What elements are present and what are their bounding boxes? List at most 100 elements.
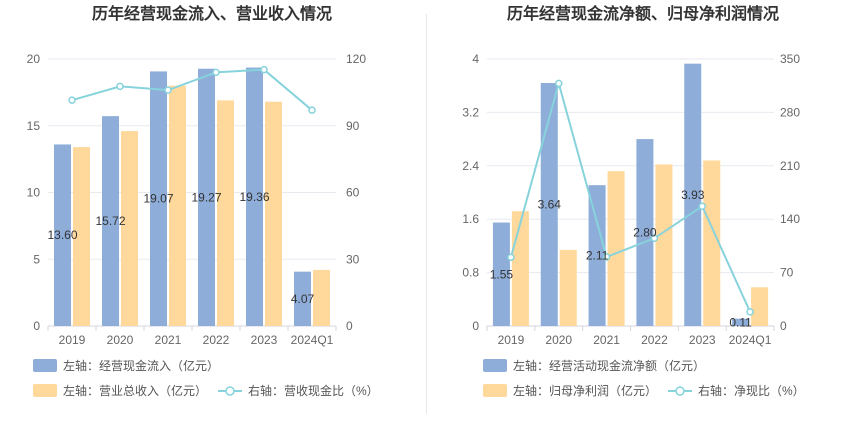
- category-label: 2021: [593, 333, 620, 347]
- bar-secondary: [655, 164, 673, 326]
- right-axis-tick-label: 60: [346, 186, 360, 200]
- bar-secondary: [703, 160, 721, 326]
- net-cashflow-profit-chart: 历年经营现金流净额、归母净利润情况 0 0.8 1.6 2.4 3.2 4 0 70 140 210…: [462, 4, 805, 398]
- legend-swatch: [483, 359, 507, 372]
- line-point: [260, 65, 268, 74]
- category-label: 2022: [203, 333, 230, 347]
- left-axis-tick-label: 15: [27, 119, 41, 133]
- left-axis-tick-label: 1.6: [462, 212, 479, 226]
- left-axis-tick-label: 10: [27, 186, 41, 200]
- bar-data-label: 2.11: [586, 249, 609, 263]
- bar-primary: [150, 71, 167, 326]
- right-axis-tick-label: 30: [346, 252, 360, 266]
- bar-primary: [102, 116, 119, 326]
- legend-marker: [675, 386, 685, 396]
- right-axis-tick-label: 70: [780, 266, 794, 280]
- category-label: 2020: [107, 333, 134, 347]
- right-axis-tick-label: 0: [346, 319, 353, 333]
- left-axis-tick-label: 0: [472, 319, 479, 333]
- left-axis-tick-label: 20: [27, 52, 41, 66]
- legend-label: 左轴：营业总收入（亿元）: [63, 383, 207, 398]
- category-label: 2019: [59, 333, 86, 347]
- chart-panel-left: 历年经营现金流入、营业收入情况 0 5 10 15 20 0 30 60 90 120 2019 202…: [27, 4, 379, 398]
- line-point: [602, 253, 611, 261]
- bar-secondary: [265, 101, 282, 326]
- line-point: [308, 106, 316, 114]
- cash-inflow-revenue-chart: 历年经营现金流入、营业收入情况 0 5 10 15 20 0 30 60 90 120 2019 202…: [27, 4, 379, 398]
- line-point: [507, 253, 515, 262]
- bar-primary: [636, 139, 654, 326]
- legend-label: 右轴：营收现金比（%）: [248, 383, 379, 398]
- right-axis-tick-label: 0: [780, 319, 787, 333]
- bar-data-label: 15.72: [95, 214, 125, 228]
- line-point: [116, 82, 124, 91]
- category-label: 2024Q1: [729, 333, 772, 347]
- category-label: 2021: [155, 333, 182, 347]
- bar-data-label: 3.64: [538, 198, 562, 212]
- bar-secondary: [217, 100, 234, 326]
- line-point: [698, 202, 706, 210]
- bar-primary: [294, 271, 311, 326]
- bar-secondary: [169, 85, 186, 326]
- bar-data-label: 4.07: [291, 292, 315, 306]
- bar-secondary: [121, 131, 138, 326]
- left-axis-tick-label: 3.2: [462, 105, 479, 119]
- legend-swatch: [33, 384, 57, 397]
- chart-title: 历年经营现金流净额、归母净利润情况: [507, 4, 779, 23]
- panel-divider: [426, 14, 427, 414]
- bar-primary: [684, 63, 702, 327]
- line-point: [650, 234, 659, 243]
- right-axis-tick-label: 90: [346, 119, 360, 133]
- chart-title: 历年经营现金流入、营业收入情况: [92, 4, 332, 23]
- line-point: [746, 308, 754, 316]
- bar-primary: [54, 144, 71, 326]
- line-series: [509, 79, 751, 313]
- bar-primary: [198, 68, 215, 327]
- right-axis-tick-label: 210: [780, 159, 800, 173]
- legend-label: 左轴：经营现金流入（亿元）: [63, 358, 219, 373]
- left-axis-tick-label: 2.4: [462, 159, 479, 173]
- bar-primary: [492, 222, 510, 326]
- bar-data-label: 19.27: [191, 190, 221, 204]
- left-axis-tick-label: 0.8: [462, 266, 479, 280]
- right-axis-tick-label: 120: [346, 52, 366, 66]
- left-axis-tick-label: 0: [33, 319, 40, 333]
- right-axis-tick-label: 140: [780, 212, 800, 226]
- bar-secondary: [313, 269, 330, 326]
- bar-data-label: 13.60: [47, 228, 77, 242]
- bar-data-label: 3.93: [681, 188, 705, 202]
- legend-label: 右轴：净现比（%）: [698, 383, 805, 398]
- bar-data-label: 0.11: [729, 315, 752, 329]
- line-point: [164, 86, 172, 94]
- bar-secondary: [511, 211, 529, 326]
- bar-secondary: [559, 249, 577, 326]
- bar-secondary: [751, 287, 769, 326]
- category-label: 2023: [251, 333, 278, 347]
- legend-label: 左轴：经营活动现金流净额（亿元）: [513, 358, 705, 373]
- legend-marker: [225, 386, 235, 396]
- line-point: [68, 96, 76, 104]
- category-label: 2022: [641, 333, 668, 347]
- bar-data-label: 19.07: [143, 192, 173, 206]
- bar-secondary: [607, 171, 625, 326]
- chart-panel-right: 历年经营现金流净额、归母净利润情况 0 0.8 1.6 2.4 3.2 4 0 70 140 210…: [425, 0, 850, 437]
- line-series: [71, 68, 313, 111]
- left-axis-tick-label: 4: [472, 52, 479, 66]
- legend-swatch: [33, 359, 57, 372]
- bar-secondary: [73, 147, 90, 326]
- legend-label: 左轴：归母净利润（亿元）: [513, 383, 657, 398]
- legend-swatch: [483, 384, 507, 397]
- line-point: [212, 68, 220, 77]
- bar-primary: [732, 318, 750, 326]
- bar-primary: [588, 185, 606, 326]
- category-label: 2019: [498, 333, 525, 347]
- category-label: 2020: [545, 333, 572, 347]
- bar-primary: [246, 67, 263, 326]
- line-point: [555, 79, 563, 88]
- left-axis-tick-label: 5: [33, 252, 40, 266]
- right-axis-tick-label: 350: [780, 52, 800, 66]
- bar-primary: [540, 83, 558, 326]
- category-label: 2024Q1: [291, 333, 334, 347]
- right-axis-tick-label: 280: [780, 105, 800, 119]
- bar-data-label: 1.55: [490, 267, 514, 281]
